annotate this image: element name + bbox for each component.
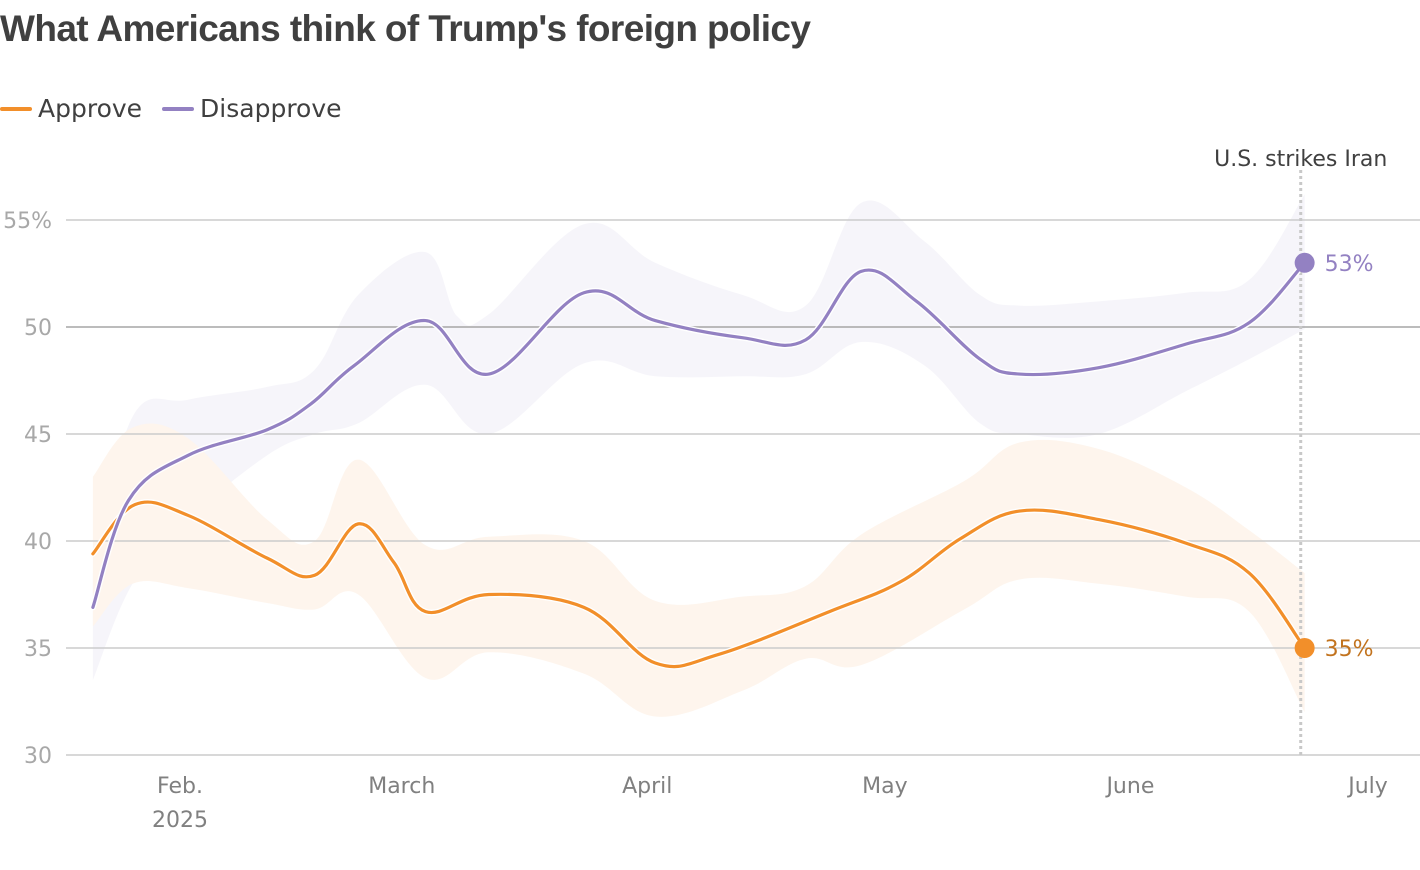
end-label-approve: 35% <box>1325 637 1374 662</box>
x-tick-sublabel: 2025 <box>152 808 208 833</box>
y-tick-label: 30 <box>24 744 52 769</box>
series-line-approve <box>91 500 1307 669</box>
x-tick-label: June <box>1104 774 1154 799</box>
confidence-bands <box>92 194 1305 717</box>
end-marker-disapprove <box>1294 252 1315 273</box>
series-lines <box>89 259 1308 670</box>
y-tick-label: 50 <box>24 316 52 341</box>
confidence-band-disapprove <box>92 194 1305 681</box>
legend-item-approve: Approve <box>0 94 142 123</box>
legend-label-approve: Approve <box>38 94 143 123</box>
legend-swatch-approve <box>0 106 32 111</box>
x-tick-label: April <box>622 774 672 799</box>
y-tick-label: 35 <box>24 637 52 662</box>
legend-label-disapprove: Disapprove <box>200 94 342 123</box>
legend-item-disapprove: Disapprove <box>162 94 342 123</box>
end-label-disapprove: 53% <box>1325 252 1374 277</box>
x-tick-label: May <box>862 774 907 799</box>
confidence-band-approve <box>92 423 1305 717</box>
x-tick-label: Feb. <box>157 774 203 799</box>
legend-swatch-disapprove <box>162 106 195 111</box>
series-line-disapprove <box>91 261 1307 609</box>
x-tick-label: March <box>368 774 435 799</box>
y-tick-label: 40 <box>24 530 52 555</box>
series-end-markers: 35% 53% <box>1294 252 1374 662</box>
chart-title: What Americans think of Trump's foreign … <box>0 8 811 49</box>
y-tick-label: 45 <box>24 423 52 448</box>
x-axis-ticks: Feb. 2025 March April May June July <box>152 774 1388 833</box>
end-marker-approve <box>1294 638 1315 658</box>
annotation-label: U.S. strikes Iran <box>1214 147 1387 172</box>
x-tick-label: July <box>1346 774 1388 799</box>
y-tick-label: 55% <box>3 209 52 234</box>
y-axis-ticks: 55% 50 45 40 35 30 <box>3 209 52 769</box>
legend: Approve Disapprove <box>0 94 362 123</box>
